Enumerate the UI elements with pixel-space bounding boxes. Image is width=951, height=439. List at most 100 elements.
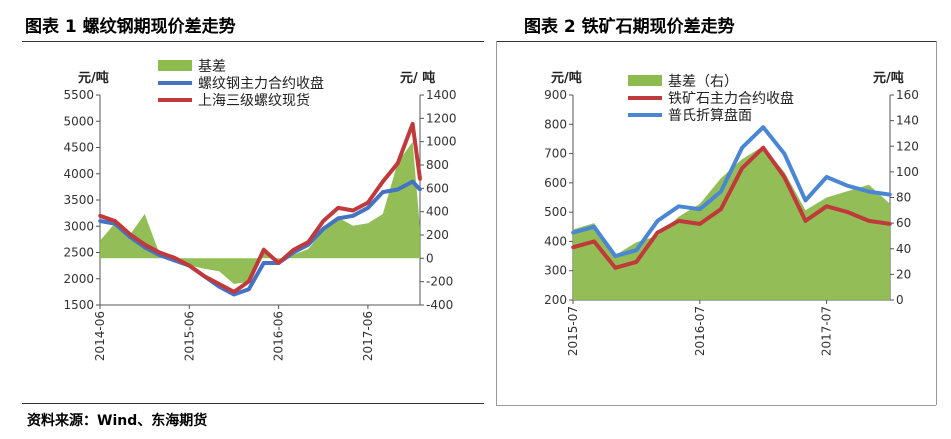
right-tick-label: 600 (426, 181, 449, 195)
line-point (336, 216, 340, 221)
right-unit-label: 元/ 吨 (400, 70, 435, 86)
right-tick-label: 160 (896, 88, 919, 102)
right-tick-label: 200 (426, 228, 449, 242)
right-unit-label: 元/吨 (873, 70, 904, 86)
left-tick-label: 1500 (63, 298, 94, 312)
line-point (366, 200, 370, 205)
legend-label: 螺纹钢主力合约收盘 (198, 75, 324, 92)
line-point (824, 175, 829, 179)
line-point (418, 177, 422, 181)
right-tick-label: 20 (896, 267, 911, 281)
line-point (98, 214, 102, 218)
line-point (247, 279, 251, 284)
right-tick-label: 100 (896, 165, 919, 179)
figure-2-top-rule (496, 41, 936, 42)
source-note: 资料来源：Wind、东海期货 (27, 413, 208, 429)
line-point (172, 255, 177, 260)
figure-2-title: 图表 2 铁矿石期现价差走势 (524, 17, 735, 37)
left-tick-label: 3500 (63, 193, 94, 207)
line-point (613, 266, 618, 270)
line-point (634, 260, 639, 264)
x-tick-label: 2016-06 (272, 311, 286, 361)
x-tick-label: 2017-06 (361, 311, 375, 361)
x-tick-label: 2016-07 (693, 306, 707, 356)
line-point (261, 248, 266, 252)
line-point (592, 225, 596, 229)
source-rule (22, 403, 484, 404)
line-point (276, 261, 281, 265)
line-point (676, 204, 681, 209)
left-unit-label: 元/吨 (78, 70, 109, 86)
line-point (845, 210, 850, 214)
line-point (888, 192, 892, 197)
right-tick-label: 1000 (426, 135, 457, 149)
line-point (719, 189, 723, 194)
line-point (655, 219, 660, 223)
left-tick-label: 2500 (63, 246, 94, 260)
line-point (351, 208, 355, 213)
right-tick-label: 140 (896, 114, 919, 128)
line-point (824, 204, 829, 209)
legend-label: 普氏折算盘面 (668, 107, 752, 124)
line-point (888, 222, 892, 226)
left-tick-label: 200 (544, 293, 567, 307)
left-tick-label: 400 (544, 234, 567, 248)
right-tick-label: 40 (896, 242, 911, 256)
line-point (698, 222, 702, 226)
right-tick-label: 1400 (426, 88, 457, 102)
left-tick-label: 700 (544, 147, 567, 161)
line-point (98, 219, 102, 223)
line-point (128, 232, 132, 236)
left-tick-label: 900 (544, 88, 567, 102)
x-tick-label: 2015-07 (566, 306, 580, 356)
line-point (655, 230, 660, 235)
line-point (698, 207, 702, 211)
left-tick-label: 800 (544, 117, 567, 131)
line-point (867, 189, 871, 194)
line-point (676, 219, 681, 223)
right-tick-label: 0 (426, 251, 434, 265)
line-point (247, 287, 251, 292)
line-point (803, 198, 808, 203)
series-area-0 (573, 146, 890, 300)
right-tick-label: 0 (896, 293, 904, 307)
right-tick-label: 400 (426, 205, 449, 219)
figure-2-left-border (496, 41, 497, 405)
legend-swatch-area (628, 75, 662, 86)
series-line-1 (572, 145, 891, 270)
x-tick-label: 2014-06 (93, 311, 107, 361)
left-tick-label: 5000 (63, 114, 94, 128)
line-point (410, 179, 415, 184)
line-point (867, 219, 871, 223)
line-point (740, 145, 744, 150)
line-point (261, 261, 266, 265)
line-point (351, 214, 355, 218)
left-tick-label: 600 (544, 176, 567, 190)
line-point (571, 245, 575, 250)
right-tick-label: 800 (426, 158, 449, 172)
line-point (142, 242, 147, 247)
line-point (418, 187, 422, 192)
right-tick-label: 60 (896, 216, 911, 230)
legend-label: 基差（右） (668, 73, 738, 90)
left-tick-label: 3000 (63, 219, 94, 233)
line-point (321, 219, 326, 223)
left-tick-label: 4000 (63, 167, 94, 181)
line-point (634, 248, 639, 252)
line-point (217, 282, 221, 286)
line-point (336, 206, 340, 210)
figure-1-top-rule (22, 41, 484, 42)
line-point (157, 250, 162, 255)
left-tick-label: 5500 (63, 88, 94, 102)
line-point (845, 184, 850, 188)
x-tick-label: 2017-07 (820, 306, 834, 356)
right-tick-label: -400 (426, 298, 453, 312)
right-tick-label: 1200 (426, 111, 457, 125)
line-point (592, 239, 596, 244)
legend-swatch-area (158, 60, 192, 71)
line-point (113, 219, 117, 223)
line-point (381, 190, 385, 194)
series-area-0 (100, 141, 420, 284)
